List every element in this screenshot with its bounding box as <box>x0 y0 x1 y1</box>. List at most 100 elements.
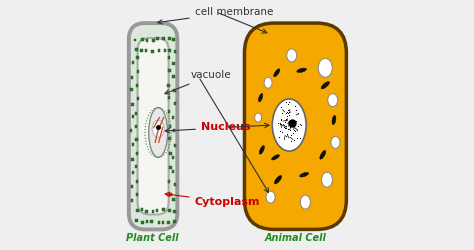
Ellipse shape <box>297 68 307 72</box>
Ellipse shape <box>300 172 309 177</box>
Ellipse shape <box>149 108 168 157</box>
Text: cell membrane: cell membrane <box>158 7 273 24</box>
Ellipse shape <box>321 82 329 89</box>
Bar <box>130 88 133 90</box>
Bar <box>168 37 171 40</box>
Bar <box>172 170 174 173</box>
Bar <box>141 221 144 224</box>
Bar <box>168 138 171 140</box>
Bar <box>135 125 137 128</box>
Bar <box>131 103 134 106</box>
Ellipse shape <box>274 176 282 184</box>
Bar <box>132 61 134 64</box>
Bar <box>173 102 176 105</box>
Bar <box>137 97 139 100</box>
Bar <box>172 75 174 78</box>
Text: Animal Cell: Animal Cell <box>264 233 327 243</box>
Bar <box>136 220 138 222</box>
Bar <box>135 165 137 168</box>
Bar <box>173 184 176 186</box>
Bar <box>162 208 165 211</box>
Ellipse shape <box>319 58 332 77</box>
Bar <box>173 90 176 92</box>
Bar <box>150 220 153 223</box>
Bar <box>137 208 139 212</box>
Bar <box>167 56 170 58</box>
Bar <box>130 129 132 132</box>
Bar <box>172 62 174 65</box>
Bar <box>174 50 176 53</box>
Bar <box>168 96 170 99</box>
Ellipse shape <box>266 191 275 203</box>
Bar <box>145 49 147 52</box>
Ellipse shape <box>264 77 272 88</box>
Bar <box>135 112 137 115</box>
Ellipse shape <box>287 49 297 62</box>
Bar <box>141 38 144 42</box>
Ellipse shape <box>332 115 336 125</box>
Bar <box>152 38 155 42</box>
Bar <box>132 172 135 174</box>
Bar <box>131 76 134 79</box>
Ellipse shape <box>331 136 340 148</box>
Bar <box>169 152 172 155</box>
Bar <box>156 209 158 212</box>
Bar <box>167 84 170 87</box>
Text: Nucleus: Nucleus <box>165 122 250 133</box>
Ellipse shape <box>320 150 326 159</box>
Text: Plant Cell: Plant Cell <box>126 233 179 243</box>
Bar <box>137 70 139 74</box>
FancyBboxPatch shape <box>245 23 346 230</box>
Bar <box>168 209 171 212</box>
Bar <box>169 124 171 128</box>
Ellipse shape <box>272 155 280 160</box>
Bar <box>173 210 176 213</box>
Bar <box>132 115 135 118</box>
Bar <box>173 220 176 223</box>
FancyBboxPatch shape <box>137 38 169 214</box>
Bar <box>167 220 170 224</box>
Bar <box>136 152 138 155</box>
Bar <box>173 144 176 147</box>
Bar <box>141 208 143 211</box>
Bar <box>168 180 170 183</box>
Bar <box>158 49 160 52</box>
Bar <box>173 129 175 132</box>
Bar <box>168 110 171 113</box>
Bar <box>146 220 148 222</box>
Bar <box>136 138 138 141</box>
Bar <box>169 166 172 169</box>
Bar <box>136 194 138 196</box>
Bar <box>134 38 137 42</box>
Ellipse shape <box>258 94 263 102</box>
Bar <box>173 198 175 201</box>
Bar <box>135 48 137 51</box>
Bar <box>162 221 164 224</box>
Bar <box>146 210 148 213</box>
Bar <box>168 69 171 72</box>
FancyBboxPatch shape <box>129 23 177 230</box>
Bar <box>131 158 134 160</box>
Bar <box>172 116 174 119</box>
Bar <box>163 37 165 40</box>
Bar <box>164 49 166 52</box>
Bar <box>173 38 175 40</box>
Bar <box>169 193 172 196</box>
Ellipse shape <box>273 69 280 77</box>
Bar <box>151 50 154 53</box>
Bar <box>131 186 133 188</box>
Bar <box>131 199 133 202</box>
Bar <box>140 49 143 52</box>
Ellipse shape <box>152 120 164 138</box>
Bar <box>136 180 138 183</box>
Bar <box>136 84 138 87</box>
Ellipse shape <box>255 113 262 122</box>
Bar <box>152 210 154 214</box>
Ellipse shape <box>321 172 332 187</box>
Bar <box>168 48 171 51</box>
Bar <box>156 37 159 40</box>
Ellipse shape <box>328 94 337 106</box>
Bar <box>172 156 174 160</box>
Text: Cytoplasm: Cytoplasm <box>165 192 260 207</box>
Bar <box>136 56 138 59</box>
